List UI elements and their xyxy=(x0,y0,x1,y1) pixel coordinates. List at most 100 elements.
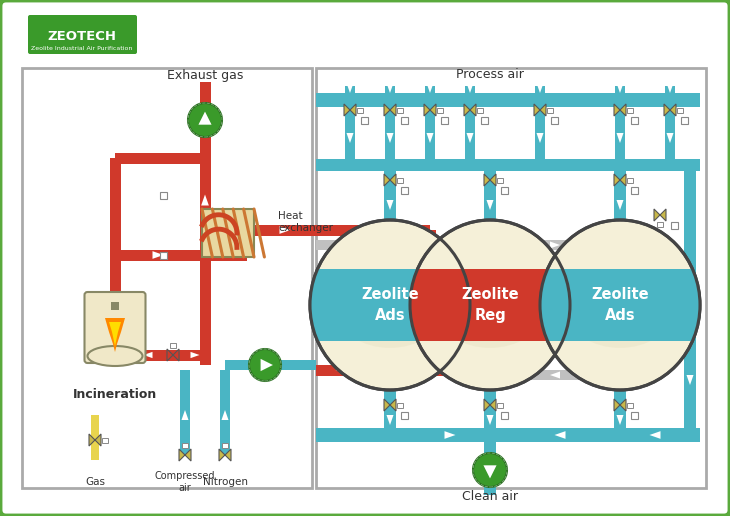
Bar xyxy=(111,302,119,310)
Bar xyxy=(684,165,696,435)
Polygon shape xyxy=(386,200,393,210)
Polygon shape xyxy=(534,104,546,116)
Bar xyxy=(627,178,633,183)
Bar xyxy=(535,100,545,165)
Polygon shape xyxy=(336,367,345,373)
Bar xyxy=(480,117,488,123)
Bar xyxy=(670,221,677,229)
Bar xyxy=(547,107,553,112)
Polygon shape xyxy=(614,104,626,116)
Bar xyxy=(425,100,435,165)
Polygon shape xyxy=(617,83,623,93)
Bar xyxy=(384,390,396,435)
Polygon shape xyxy=(261,359,273,371)
Bar xyxy=(316,364,540,376)
Bar xyxy=(180,370,190,455)
Text: Zeolite Industrial Air Purification: Zeolite Industrial Air Purification xyxy=(31,46,133,52)
Text: Zeolite
Ads: Zeolite Ads xyxy=(591,287,649,323)
Polygon shape xyxy=(424,104,436,116)
Ellipse shape xyxy=(540,220,700,390)
Ellipse shape xyxy=(568,276,672,348)
Bar xyxy=(540,269,700,341)
Polygon shape xyxy=(386,83,393,93)
Circle shape xyxy=(473,453,507,487)
Bar xyxy=(397,402,403,408)
Bar xyxy=(490,370,620,380)
Polygon shape xyxy=(594,369,606,381)
Bar xyxy=(143,349,205,361)
Bar xyxy=(265,360,316,370)
Bar xyxy=(680,117,688,123)
Bar xyxy=(457,338,463,343)
Polygon shape xyxy=(650,431,661,439)
Polygon shape xyxy=(199,111,212,125)
Bar xyxy=(631,186,637,194)
Polygon shape xyxy=(617,133,623,143)
Text: Exhaust gas: Exhaust gas xyxy=(167,69,243,82)
Bar xyxy=(310,269,470,341)
Polygon shape xyxy=(466,83,474,93)
Text: Incineration: Incineration xyxy=(73,389,157,401)
Bar xyxy=(477,107,483,112)
Bar xyxy=(615,245,625,375)
Bar xyxy=(597,252,603,257)
Polygon shape xyxy=(483,465,496,478)
Bar xyxy=(627,107,633,112)
Polygon shape xyxy=(280,226,291,234)
Text: Zeolite
Ads: Zeolite Ads xyxy=(361,287,419,323)
Bar xyxy=(497,402,503,408)
Circle shape xyxy=(188,103,222,137)
Bar xyxy=(115,250,247,261)
Polygon shape xyxy=(153,251,164,259)
Bar xyxy=(345,86,355,100)
Text: Compressed
air: Compressed air xyxy=(155,471,215,493)
Polygon shape xyxy=(686,375,693,385)
Bar xyxy=(610,251,618,259)
Bar xyxy=(316,224,430,235)
Polygon shape xyxy=(550,372,560,379)
Bar xyxy=(501,186,507,194)
Text: Heat
exchanger: Heat exchanger xyxy=(278,211,333,233)
Polygon shape xyxy=(404,264,416,276)
Polygon shape xyxy=(594,239,606,251)
Bar xyxy=(535,86,545,100)
Bar xyxy=(485,350,496,370)
Polygon shape xyxy=(686,285,693,295)
Polygon shape xyxy=(664,104,676,116)
Bar xyxy=(440,117,447,123)
Polygon shape xyxy=(445,431,456,439)
Polygon shape xyxy=(426,245,434,255)
FancyBboxPatch shape xyxy=(85,292,145,363)
Polygon shape xyxy=(486,355,493,365)
Bar xyxy=(597,363,603,368)
Polygon shape xyxy=(426,83,434,93)
Polygon shape xyxy=(221,410,228,420)
Bar xyxy=(384,165,396,220)
Polygon shape xyxy=(384,399,396,411)
Bar xyxy=(484,435,496,495)
Bar xyxy=(631,117,637,123)
Bar xyxy=(410,269,570,341)
Bar xyxy=(397,178,403,183)
Bar xyxy=(367,358,373,363)
Polygon shape xyxy=(486,415,493,425)
Polygon shape xyxy=(105,318,125,352)
Bar xyxy=(316,428,700,442)
Polygon shape xyxy=(617,415,623,425)
FancyBboxPatch shape xyxy=(28,15,137,54)
Polygon shape xyxy=(201,195,209,205)
Bar xyxy=(550,117,558,123)
Bar xyxy=(380,236,388,244)
Bar xyxy=(316,93,700,107)
Polygon shape xyxy=(426,133,434,143)
Text: Gas: Gas xyxy=(85,477,105,487)
Bar xyxy=(115,349,205,361)
Polygon shape xyxy=(384,104,396,116)
Bar xyxy=(159,191,166,199)
Bar xyxy=(615,86,625,100)
Ellipse shape xyxy=(438,276,542,348)
Bar xyxy=(665,100,675,165)
Polygon shape xyxy=(167,349,179,361)
Bar xyxy=(222,443,228,448)
Bar xyxy=(115,153,205,164)
